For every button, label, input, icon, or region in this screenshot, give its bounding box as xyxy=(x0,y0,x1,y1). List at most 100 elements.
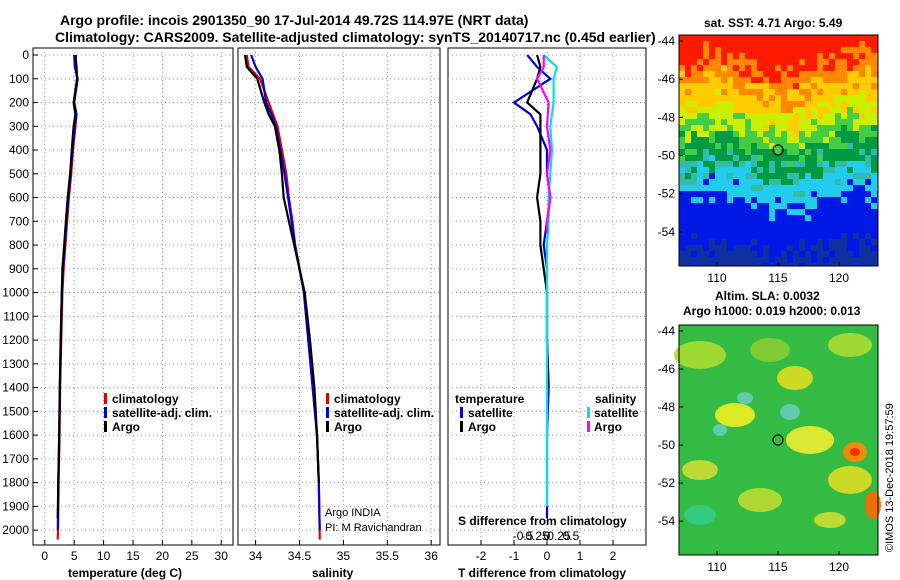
sst-cell xyxy=(865,131,871,137)
sst-cell xyxy=(859,263,865,266)
sst-cell xyxy=(817,173,823,179)
sst-cell xyxy=(841,257,847,263)
sst-cell xyxy=(757,263,763,266)
sst-cell xyxy=(859,251,865,257)
sst-cell xyxy=(733,245,739,251)
sst-cell xyxy=(679,107,685,113)
sst-cell xyxy=(691,161,697,167)
sst-cell xyxy=(853,161,859,167)
sst-cell xyxy=(739,233,745,239)
sst-cell xyxy=(799,89,805,95)
sst-cell xyxy=(691,95,697,101)
sst-cell xyxy=(745,233,751,239)
sst-cell xyxy=(817,41,823,47)
sst-cell xyxy=(871,131,877,137)
sst-cell xyxy=(679,59,685,65)
sst-cell xyxy=(697,89,703,95)
sst-cell xyxy=(769,131,775,137)
sst-cell xyxy=(769,35,775,41)
sst-cell xyxy=(775,35,781,41)
sst-cell xyxy=(787,83,793,89)
sst-cell xyxy=(799,101,805,107)
sst-cell xyxy=(709,71,715,77)
sst-cell xyxy=(679,155,685,161)
sst-cell xyxy=(685,221,691,227)
sst-cell xyxy=(829,41,835,47)
sst-cell xyxy=(757,179,763,185)
y-tick-label: -52 xyxy=(658,187,676,201)
sst-cell xyxy=(787,65,793,71)
sst-cell xyxy=(745,65,751,71)
sst-cell xyxy=(847,95,853,101)
sst-cell xyxy=(853,95,859,101)
sst-cell xyxy=(847,125,853,131)
sst-cell xyxy=(859,35,865,41)
sst-cell xyxy=(697,239,703,245)
sst-cell xyxy=(871,89,877,95)
sst-cell xyxy=(799,197,805,203)
sst-cell xyxy=(727,125,733,131)
sst-cell xyxy=(697,125,703,131)
sst-cell xyxy=(739,197,745,203)
legend-argo: Argo xyxy=(112,420,140,434)
sst-cell xyxy=(841,125,847,131)
sst-cell xyxy=(751,227,757,233)
sst-cell xyxy=(793,161,799,167)
sst-cell xyxy=(787,131,793,137)
sst-cell xyxy=(709,35,715,41)
sst-cell xyxy=(799,209,805,215)
legend-s-argo: Argo xyxy=(594,420,622,434)
sst-cell xyxy=(715,167,721,173)
sst-cell xyxy=(727,41,733,47)
sst-cell xyxy=(745,161,751,167)
legend-climatology: climatology xyxy=(334,392,401,406)
sst-cell xyxy=(727,161,733,167)
salinity-panel: 34 34.5 35 35.5 36 salinity climatology sate… xyxy=(237,47,441,580)
sla-blob xyxy=(750,338,790,362)
sst-cell xyxy=(805,149,811,155)
sst-cell xyxy=(835,101,841,107)
sst-cell xyxy=(871,185,877,191)
x-tick-label: 110 xyxy=(707,560,726,574)
sst-cell xyxy=(787,215,793,221)
sla-longitude-axis: 110 115 120 xyxy=(707,551,849,574)
sst-cell xyxy=(757,239,763,245)
sst-cell xyxy=(697,233,703,239)
sst-cell xyxy=(853,257,859,263)
sst-cell xyxy=(859,95,865,101)
sst-cell xyxy=(787,101,793,107)
sst-cell xyxy=(871,233,877,239)
sst-cell xyxy=(709,77,715,83)
sst-cell xyxy=(685,125,691,131)
sst-cell xyxy=(679,83,685,89)
sst-cell xyxy=(853,113,859,119)
sst-cell xyxy=(823,221,829,227)
sst-cell xyxy=(799,35,805,41)
sst-cell xyxy=(817,101,823,107)
difference-lines xyxy=(512,54,559,519)
sst-cell xyxy=(799,239,805,245)
sst-cell xyxy=(733,203,739,209)
sst-cell xyxy=(721,173,727,179)
sst-cell xyxy=(781,191,787,197)
sst-cell xyxy=(721,221,727,227)
sst-cell xyxy=(685,161,691,167)
y-tick-label: 900 xyxy=(9,262,29,276)
sst-cell xyxy=(829,161,835,167)
sst-cell xyxy=(739,221,745,227)
sst-cell xyxy=(841,101,847,107)
sst-cell xyxy=(733,161,739,167)
sst-cell xyxy=(757,161,763,167)
sst-cell xyxy=(679,167,685,173)
sst-cell xyxy=(769,215,775,221)
sst-cell xyxy=(823,41,829,47)
sst-cell xyxy=(745,239,751,245)
sst-cell xyxy=(679,245,685,251)
sst-cell xyxy=(817,233,823,239)
sst-cell xyxy=(691,77,697,83)
sst-cell xyxy=(763,77,769,83)
sst-cell xyxy=(727,65,733,71)
sst-cell xyxy=(805,41,811,47)
sst-cell xyxy=(853,251,859,257)
sst-cell xyxy=(721,47,727,53)
